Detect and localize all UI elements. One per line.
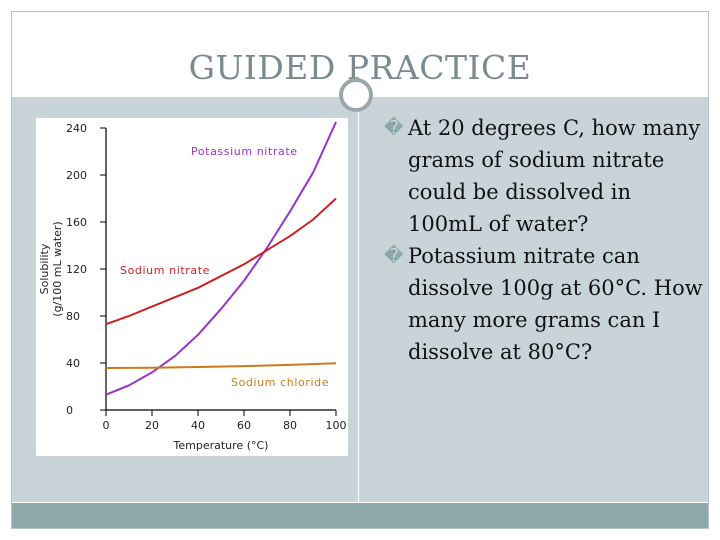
bullet-text-1: At 20 degrees C, how many grams of sodiu… — [408, 116, 701, 236]
x-tick-label: 100 — [326, 419, 347, 432]
bullet-text-2: Potassium nitrate can dissolve 100g at 6… — [408, 244, 703, 364]
x-tick-label: 60 — [237, 419, 251, 432]
solubility-chart: 0 40 80 120 160 200 240 0 20 40 60 80 100 Temperature… — [36, 118, 348, 456]
x-tick-label: 40 — [191, 419, 205, 432]
series-line-2 — [105, 197, 337, 326]
x-axis-title: Temperature (°C) — [173, 439, 269, 452]
divider-circle-ornament — [339, 78, 373, 112]
series-label-bg-3 — [229, 375, 335, 389]
series-label-1: Potassium nitrate — [191, 145, 298, 158]
chart-svg: 0 40 80 120 160 200 240 0 20 40 60 80 100 Temperature… — [38, 121, 347, 452]
slide-frame — [11, 11, 709, 529]
y-tick-label: 120 — [66, 263, 87, 276]
bullet-marker: � — [384, 117, 404, 139]
y-tick-label: 200 — [66, 169, 87, 182]
series-label-2: Sodium nitrate — [120, 264, 210, 277]
x-tick-label: 0 — [103, 419, 110, 432]
y-tick-label: 80 — [66, 310, 80, 323]
bullet-list: � At 20 degrees C, how many grams of sod… — [384, 112, 704, 368]
x-tick-label: 80 — [283, 419, 297, 432]
series-label-bg-1 — [189, 144, 307, 158]
vertical-divider — [358, 97, 359, 502]
series-label-3: Sodium chloride — [231, 376, 329, 389]
x-tick-label: 20 — [145, 419, 159, 432]
y-tick-label: 160 — [66, 216, 87, 229]
series-label-bg-2 — [118, 263, 216, 277]
series-line-3 — [105, 362, 337, 370]
footer-bar — [12, 503, 708, 528]
bullet-item-1: � At 20 degrees C, how many grams of sod… — [384, 112, 704, 240]
y-axis-title-line1: Solubility — [38, 243, 51, 294]
bullet-item-2: � Potassium nitrate can dissolve 100g at… — [384, 240, 704, 368]
series-line-1 — [105, 121, 337, 396]
y-tick-label: 40 — [66, 357, 80, 370]
bullet-marker: � — [384, 245, 404, 267]
y-tick-label: 0 — [66, 404, 73, 417]
y-tick-label: 240 — [66, 122, 87, 135]
y-axis-title-line2: (g/100 mL water) — [51, 221, 64, 316]
